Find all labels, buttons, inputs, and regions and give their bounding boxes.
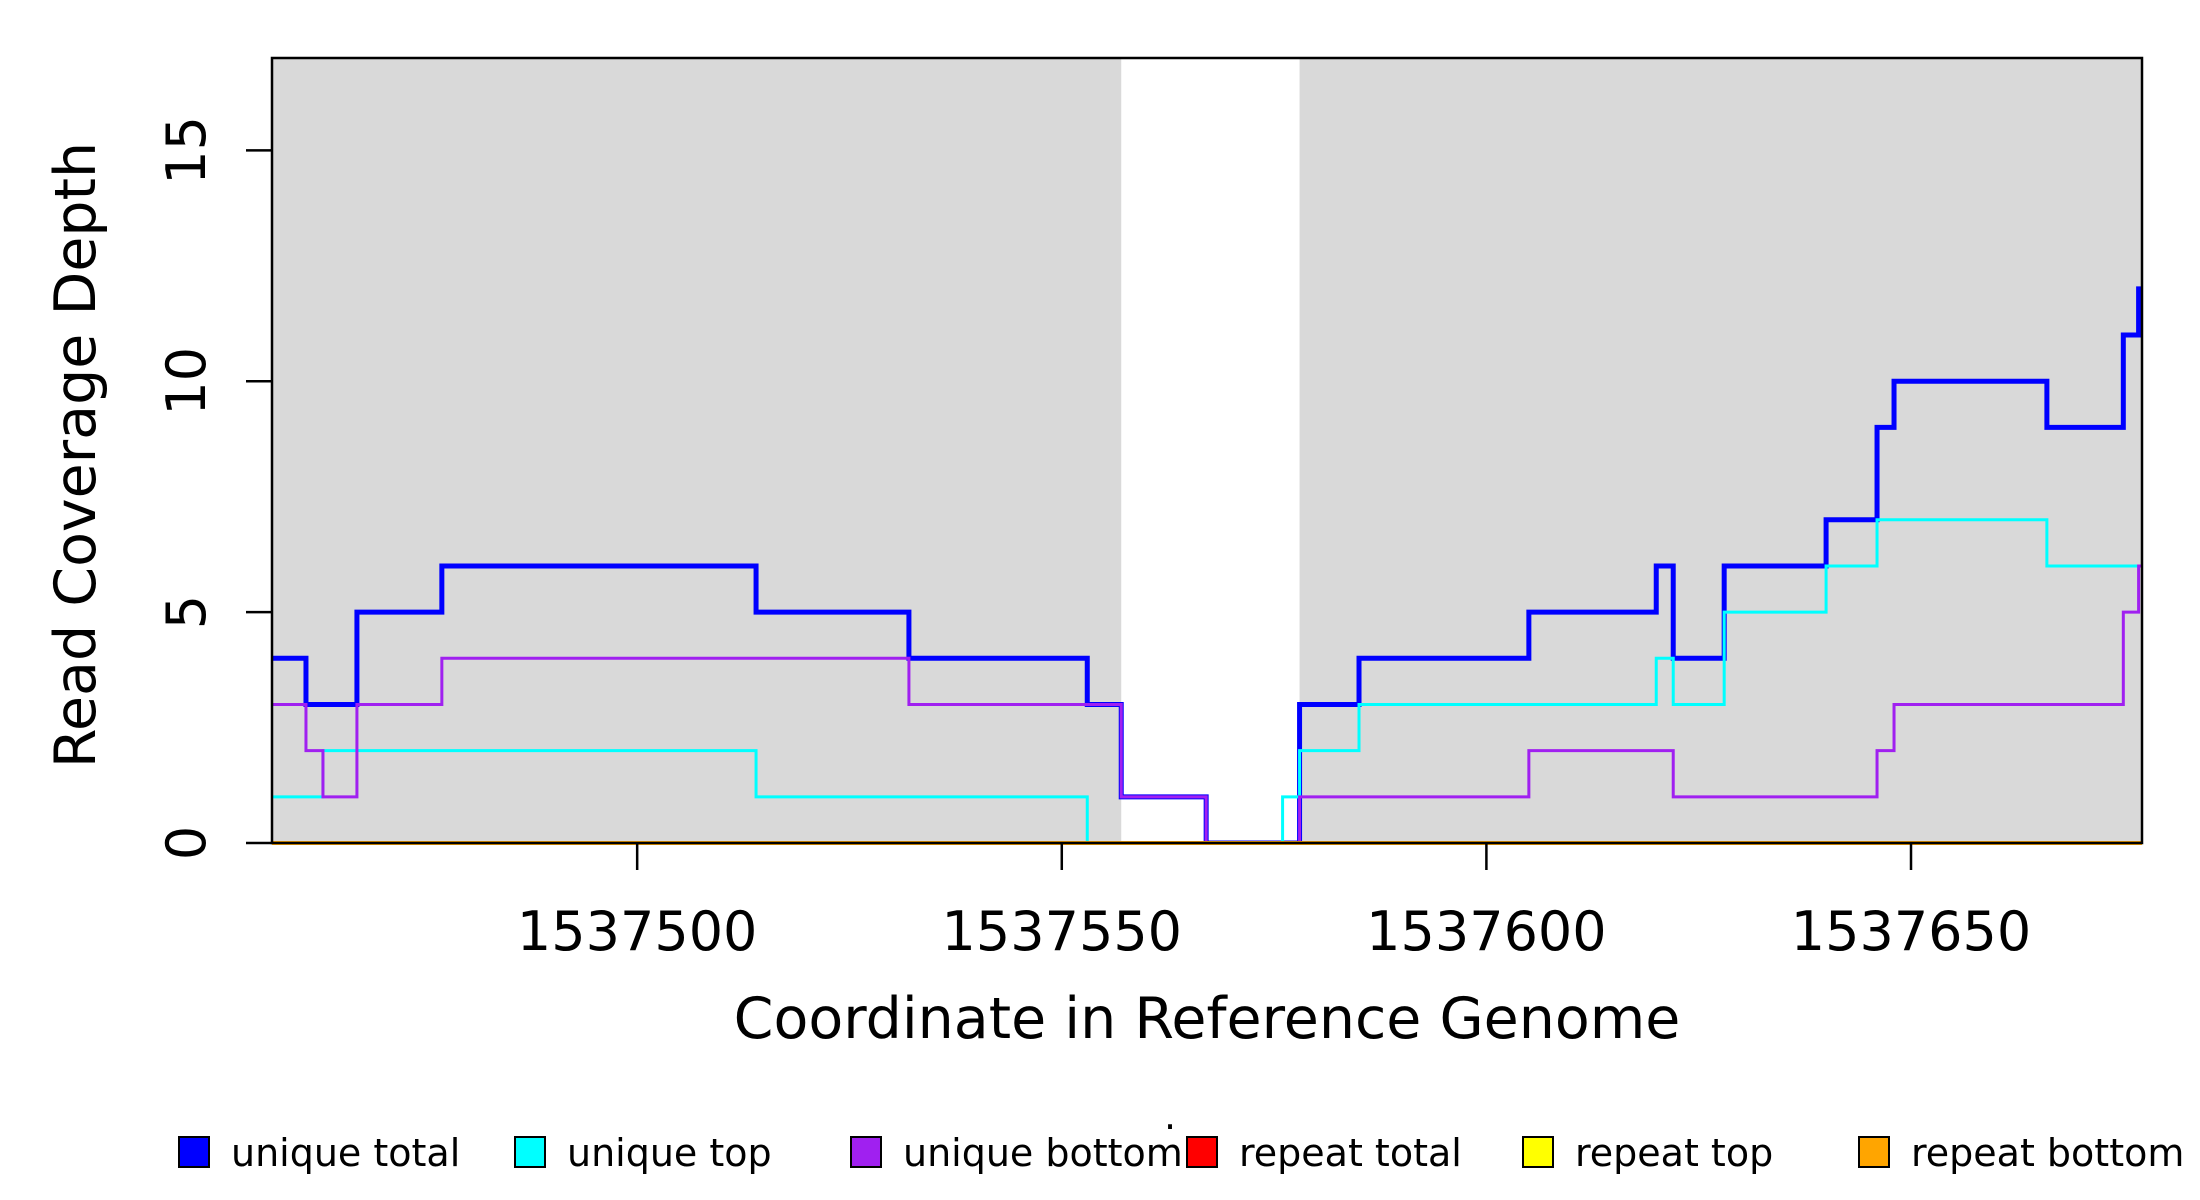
y-tick-label: 10 (155, 347, 218, 416)
series-line-unique-total (272, 286, 2142, 845)
shaded-region (1299, 58, 2142, 843)
y-axis: 0 5 10 15 (155, 116, 272, 860)
legend-label: repeat bottom (1911, 1131, 2184, 1175)
y-axis-title: Read Coverage Depth (43, 142, 109, 768)
y-tick-label: 5 (155, 595, 218, 629)
legend-swatch-repeat-total (1186, 1136, 1218, 1168)
legend-entry-repeat-total: repeat total (1186, 1131, 1462, 1175)
legend-label: repeat top (1575, 1131, 1773, 1175)
legend-entry-repeat-bottom: repeat bottom (1858, 1131, 2184, 1175)
x-tick-label: 1537600 (1366, 900, 1607, 963)
plot-box-border (270, 56, 2144, 845)
x-tick-label: 1537650 (1791, 900, 2032, 963)
legend: unique total unique top unique bottom repea… (178, 1105, 2184, 1175)
legend-entry-unique-total: unique total (178, 1131, 460, 1175)
series-line-unique-top (272, 518, 2142, 845)
legend-label: unique total (231, 1131, 460, 1175)
legend-label: repeat total (1239, 1131, 1462, 1175)
y-tick-label: 15 (155, 116, 218, 185)
shaded-region (272, 58, 1122, 843)
legend-swatch-unique-total (178, 1136, 210, 1168)
legend-swatch-repeat-bottom (1858, 1136, 1890, 1168)
shaded-regions-layer (272, 58, 2142, 843)
x-tick-label: 1537500 (517, 900, 758, 963)
y-tick-label: 0 (155, 826, 218, 860)
x-axis-title: Coordinate in Reference Genome (734, 986, 1681, 1052)
legend-swatch-unique-top (514, 1136, 546, 1168)
legend-swatch-repeat-top (1522, 1136, 1554, 1168)
stray-dot: · (1164, 1105, 1176, 1149)
legend-swatch-unique-bottom (850, 1136, 882, 1168)
legend-entry-unique-bottom: unique bottom (850, 1131, 1183, 1175)
legend-label: unique top (567, 1131, 772, 1175)
legend-entry-repeat-top: repeat top (1522, 1131, 1773, 1175)
x-tick-label: 1537550 (942, 900, 1183, 963)
legend-entry-unique-top: unique top (514, 1131, 772, 1175)
x-axis: 1537500 1537550 1537600 1537650 (517, 843, 2031, 963)
legend-label: unique bottom (903, 1131, 1183, 1175)
